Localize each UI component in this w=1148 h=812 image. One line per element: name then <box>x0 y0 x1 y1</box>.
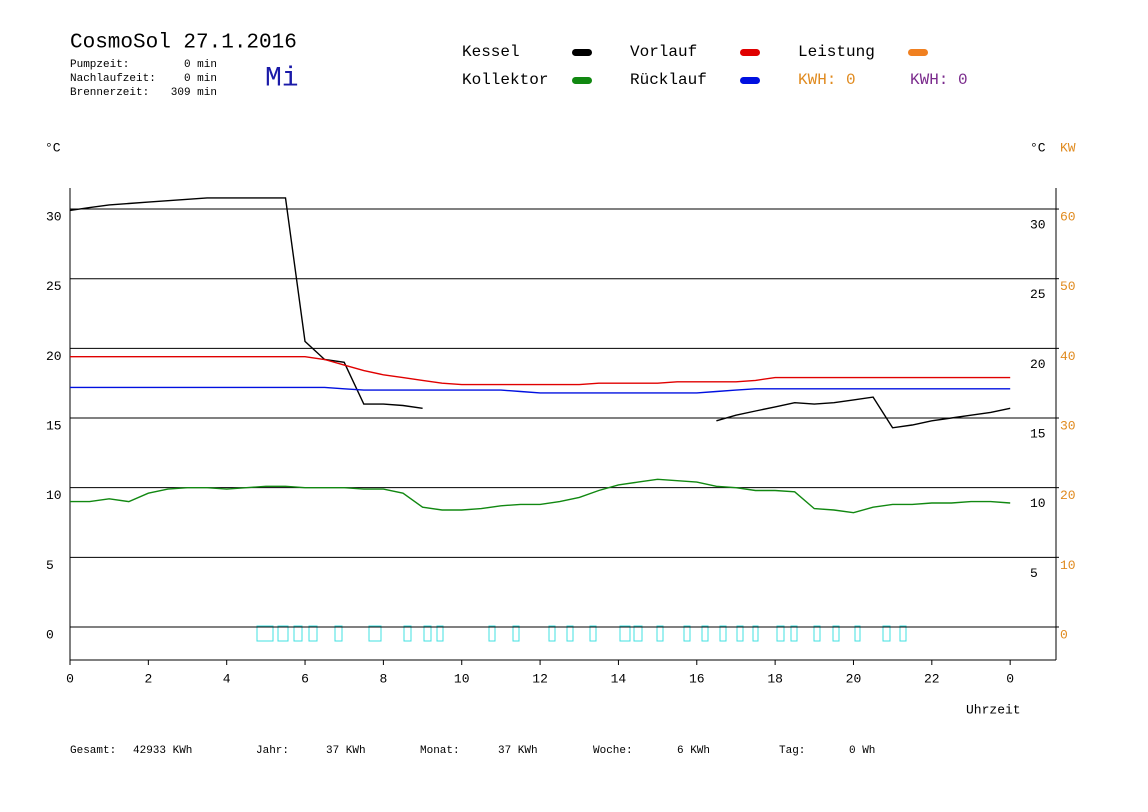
y2-tick-label: 20 <box>1060 488 1076 503</box>
info-label: Brennerzeit: <box>70 87 149 99</box>
footer-value: 42933 KWh <box>133 745 192 757</box>
y2-tick-label: 0 <box>1060 627 1068 642</box>
legend-swatch <box>908 49 928 56</box>
legend-swatch <box>740 77 760 84</box>
y-tick-label: 25 <box>46 279 62 294</box>
y2-unit: °C <box>1030 140 1046 155</box>
kwh-label: KWH: 0 <box>798 71 856 89</box>
footer-label: Tag: <box>779 745 805 757</box>
footer-value: 37 KWh <box>326 745 366 757</box>
footer-label: Monat: <box>420 745 460 757</box>
footer-label: Woche: <box>593 745 633 757</box>
y-unit: °C <box>45 140 61 155</box>
footer-value: 37 KWh <box>498 745 538 757</box>
info-label: Pumpzeit: <box>70 59 129 71</box>
x-tick-label: 8 <box>379 671 387 686</box>
x-tick-label: 14 <box>611 671 627 686</box>
legend-label: Rücklauf <box>630 71 707 89</box>
y-tick-label: 0 <box>46 627 54 642</box>
pump-markers <box>256 625 907 642</box>
x-axis-label: Uhrzeit <box>966 702 1021 717</box>
y2-unit: KW <box>1060 140 1076 155</box>
y-right-tick-label: 10 <box>1030 496 1046 511</box>
series-line <box>70 386 1011 394</box>
x-tick-label: 18 <box>767 671 783 686</box>
series-line <box>69 197 1011 429</box>
series-line <box>70 356 1011 386</box>
info-value: 309 min <box>171 87 217 99</box>
y-right-tick-label: 15 <box>1030 426 1046 441</box>
y-right-tick-label: 30 <box>1030 217 1046 232</box>
legend-swatch <box>572 77 592 84</box>
y-right-tick-label: 25 <box>1030 287 1046 302</box>
info-value: 0 min <box>184 59 217 71</box>
info-value: 0 min <box>184 73 217 85</box>
x-tick-label: 2 <box>144 671 152 686</box>
footer-label: Jahr: <box>256 745 289 757</box>
x-tick-label: 22 <box>924 671 940 686</box>
footer-value: 6 KWh <box>677 745 710 757</box>
y-tick-label: 20 <box>46 349 62 364</box>
y2-tick-label: 30 <box>1060 418 1076 433</box>
x-tick-label: 4 <box>223 671 231 686</box>
footer-label: Gesamt: <box>70 745 116 757</box>
legend-swatch <box>740 49 760 56</box>
legend-label: Vorlauf <box>630 43 697 61</box>
x-tick-label: 6 <box>301 671 309 686</box>
y2-tick-label: 60 <box>1060 209 1076 224</box>
x-tick-label: 12 <box>532 671 548 686</box>
y-tick-label: 10 <box>46 488 62 503</box>
x-tick-label: 16 <box>689 671 705 686</box>
y2-tick-label: 50 <box>1060 279 1076 294</box>
chart-title: CosmoSol 27.1.2016 <box>70 32 297 55</box>
y-tick-label: 15 <box>46 418 62 433</box>
x-tick-label: 0 <box>66 671 74 686</box>
info-label: Nachlaufzeit: <box>70 73 156 85</box>
series-line <box>70 478 1011 514</box>
y2-tick-label: 40 <box>1060 349 1076 364</box>
kwh-label: KWH: 0 <box>910 71 968 89</box>
x-tick-label: 10 <box>454 671 470 686</box>
legend-label: Kessel <box>462 43 520 61</box>
footer-value: 0 Wh <box>849 745 875 757</box>
x-tick-label: 0 <box>1006 671 1014 686</box>
y-tick-label: 5 <box>46 558 54 573</box>
x-tick-label: 20 <box>846 671 862 686</box>
y2-tick-label: 10 <box>1060 558 1076 573</box>
y-right-tick-label: 20 <box>1030 357 1046 372</box>
y-right-tick-label: 5 <box>1030 566 1038 581</box>
legend-label: Kollektor <box>462 71 548 89</box>
y-tick-label: 30 <box>46 209 62 224</box>
weekday: Mi <box>265 63 299 94</box>
legend-label: Leistung <box>798 43 875 61</box>
legend-swatch <box>572 49 592 56</box>
